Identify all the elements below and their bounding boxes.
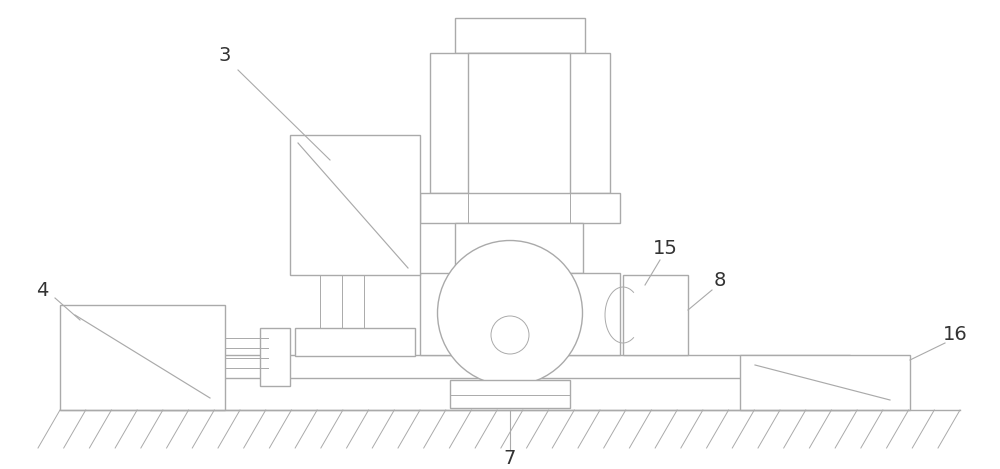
Bar: [468, 53, 570, 218]
Bar: [290, 135, 420, 275]
Ellipse shape: [438, 241, 582, 386]
Text: 8: 8: [714, 271, 726, 289]
Bar: [455, 18, 585, 53]
Text: 7: 7: [504, 448, 516, 468]
Text: 15: 15: [653, 239, 677, 257]
Text: 16: 16: [943, 325, 967, 345]
Bar: [150, 355, 850, 380]
Bar: [420, 273, 620, 355]
Text: 4: 4: [36, 280, 48, 300]
Bar: [623, 275, 688, 355]
Bar: [150, 378, 850, 410]
Bar: [260, 328, 290, 386]
Bar: [295, 328, 415, 356]
Bar: [60, 305, 225, 410]
Bar: [740, 355, 910, 410]
Ellipse shape: [491, 316, 529, 354]
Bar: [420, 193, 620, 223]
Bar: [455, 223, 583, 273]
Bar: [430, 53, 610, 193]
Text: 3: 3: [219, 45, 231, 65]
Bar: [450, 380, 570, 408]
